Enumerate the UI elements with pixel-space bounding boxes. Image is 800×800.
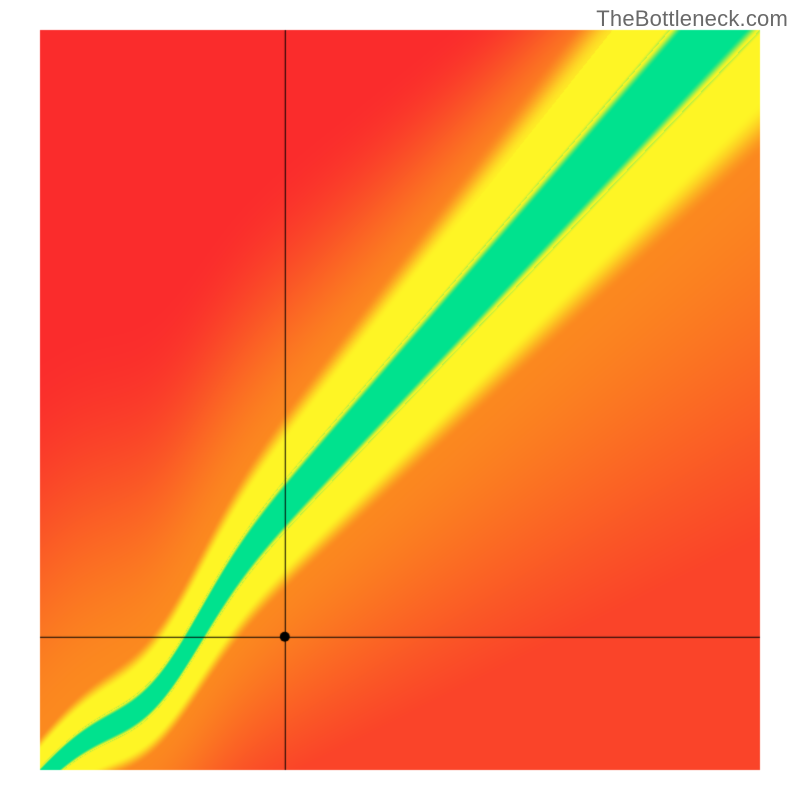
bottleneck-heatmap (0, 0, 800, 800)
chart-container: TheBottleneck.com (0, 0, 800, 800)
watermark-text: TheBottleneck.com (596, 6, 788, 32)
